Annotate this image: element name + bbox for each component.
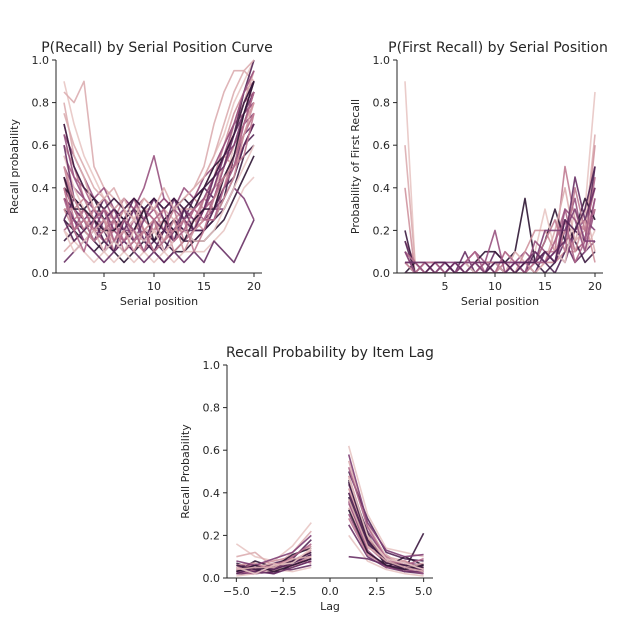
- y-tick-label: 0.2: [32, 224, 50, 237]
- y-tick-label: 0.4: [32, 182, 50, 195]
- chart-title: P(First Recall) by Serial Position: [388, 40, 608, 56]
- y-tick-label: 0.6: [32, 139, 50, 152]
- y-tick-label: 0.8: [203, 402, 221, 415]
- series-line-1-part-1: [235, 522, 312, 562]
- y-tick-label: 0.8: [32, 97, 50, 110]
- series-line-17: [63, 102, 255, 210]
- y-tick-label: 0.2: [203, 529, 221, 542]
- y-tick-label: 0.0: [32, 267, 50, 280]
- chart-2: 0.0 0.2 0.4 0.6 0.8 1.0 5 10 15 20 P(First Recall)…: [349, 40, 608, 308]
- y-tick-label: 0.2: [373, 224, 391, 237]
- x-tick-label: 20: [247, 280, 261, 293]
- series-line-24-part-2: [347, 498, 424, 573]
- series-line-18-part-2: [347, 454, 424, 558]
- x-tick-label: 5.0: [415, 585, 433, 598]
- x-axis-label: Serial position: [120, 295, 198, 308]
- y-tick-label: 0.4: [373, 182, 391, 195]
- x-tick-label: 15: [538, 280, 552, 293]
- series-line-20: [405, 166, 596, 273]
- series-line-18-part-1: [236, 534, 312, 567]
- series-line-20-part-1: [236, 553, 312, 575]
- x-tick-label: −2.5: [270, 585, 297, 598]
- series-line-23-part-2: [347, 477, 424, 571]
- series-lines: [235, 445, 425, 577]
- series-line-34: [63, 144, 255, 253]
- series-line-32: [63, 80, 255, 210]
- y-tick-label: 1.0: [373, 54, 391, 67]
- y-tick-label: 1.0: [32, 54, 50, 67]
- x-axis-label: Lag: [320, 600, 340, 613]
- series-line-36: [63, 102, 255, 253]
- series-line-12-part-2: [348, 534, 424, 577]
- y-tick-label: 0.6: [373, 139, 391, 152]
- x-axis-label: Serial position: [461, 295, 539, 308]
- x-tick-label: 5: [442, 280, 449, 293]
- x-tick-label: 15: [197, 280, 211, 293]
- x-tick-label: 2.5: [368, 585, 386, 598]
- series-line-1-part-2: [347, 445, 424, 558]
- y-tick-label: 0.6: [203, 444, 221, 457]
- y-tick-label: 0.0: [203, 572, 221, 585]
- chart-title: P(Recall) by Serial Position Curve: [41, 40, 273, 56]
- y-tick-label: 1.0: [203, 359, 221, 372]
- x-tick-label: 5: [101, 280, 108, 293]
- x-tick-label: −5.0: [223, 585, 250, 598]
- series-line-37: [63, 113, 255, 253]
- series-line-35: [63, 59, 255, 221]
- y-axis-label: Probability of First Recall: [349, 99, 362, 234]
- series-lines: [63, 59, 255, 264]
- series-line-17: [405, 198, 596, 273]
- series-line-19: [63, 219, 255, 264]
- series-line-24-part-1: [236, 555, 312, 571]
- y-axis-label: Recall Probability: [179, 424, 192, 519]
- series-line-19: [405, 176, 596, 273]
- chart-title: Recall Probability by Item Lag: [226, 345, 434, 361]
- chart-1: 0.0 0.2 0.4 0.6 0.8 1.0 5 10 15 20 P(Recall) by Se…: [8, 40, 273, 308]
- y-axis-label: Recall probability: [8, 119, 21, 214]
- y-tick-label: 0.8: [373, 97, 391, 110]
- y-tick-label: 0.0: [373, 267, 391, 280]
- series-line-38: [63, 91, 255, 253]
- x-tick-label: 10: [147, 280, 161, 293]
- x-tick-label: 0.0: [321, 585, 339, 598]
- x-tick-label: 10: [488, 280, 502, 293]
- series-line-30: [63, 91, 255, 242]
- x-tick-label: 20: [588, 280, 602, 293]
- chart-3: 0.0 0.2 0.4 0.6 0.8 1.0 −5.0 −2.5 0.0 2.5 5.0 Recal…: [179, 345, 434, 613]
- y-tick-label: 0.4: [203, 487, 221, 500]
- series-lines: [404, 81, 596, 273]
